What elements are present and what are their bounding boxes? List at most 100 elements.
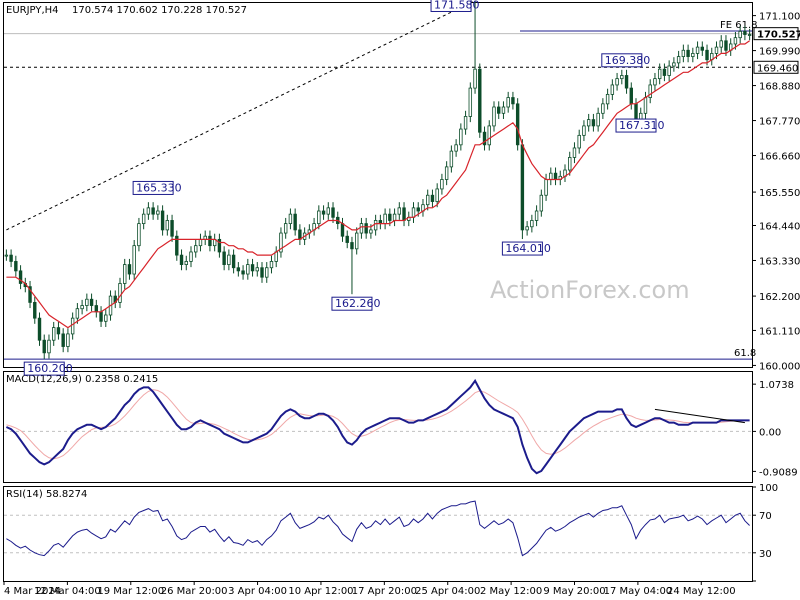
candle-body: [700, 46, 704, 51]
candle-body: [497, 106, 501, 114]
price-y-tick-label: 165.550: [759, 188, 800, 199]
candle-body: [85, 298, 89, 306]
candle-body: [4, 254, 9, 257]
candle-body: [160, 210, 165, 231]
candle-body: [525, 226, 529, 231]
candle-body: [738, 30, 742, 39]
candle-body: [601, 103, 605, 114]
price-y-tick-label: 171.100: [759, 12, 800, 23]
candle-body: [75, 308, 80, 319]
candle-body: [18, 270, 23, 284]
candle-body: [582, 125, 586, 136]
candle-body: [132, 245, 136, 275]
candle-body: [568, 157, 572, 171]
price-label: 171.580: [434, 0, 480, 11]
candle-body: [274, 251, 278, 262]
candle-body: [705, 49, 709, 61]
candle-body: [596, 112, 600, 127]
candle-body: [260, 267, 264, 278]
candle-body: [104, 314, 108, 322]
candle-body: [222, 251, 226, 265]
price-label: 169.380: [605, 54, 651, 67]
candle-body: [539, 194, 544, 212]
candle-body: [340, 223, 345, 237]
candle-body: [643, 97, 648, 114]
macd-line: [5, 378, 750, 475]
candle-body: [440, 179, 444, 190]
trendline: [6, 0, 476, 231]
price-y-tick-label: 160.000: [759, 361, 800, 372]
candle-body: [667, 65, 671, 76]
ohlc-readout: 170.574 170.602 170.228 170.527: [72, 5, 247, 16]
candle-body: [662, 68, 667, 76]
candle-body: [231, 254, 236, 269]
price-label-box: [501, 241, 543, 256]
price-label-box: [132, 180, 174, 195]
candle-body: [511, 97, 515, 105]
candle-body: [724, 40, 728, 51]
candle-body: [246, 264, 250, 275]
candle-body: [359, 223, 364, 234]
candle-body: [66, 333, 70, 347]
price-y-tick-label: 167.770: [759, 117, 800, 128]
rsi-panel: 100 70 30: [4, 483, 778, 582]
candle-body: [553, 172, 558, 180]
candle-body: [430, 194, 435, 202]
candle-body: [293, 213, 297, 231]
price-y-tick-label: 168.880: [759, 82, 800, 93]
candle-body: [364, 223, 368, 234]
candle-body: [478, 68, 482, 133]
candle-body: [89, 298, 94, 306]
candle-body: [411, 207, 416, 218]
candle-body: [165, 220, 170, 231]
candle-body: [146, 207, 151, 215]
candle-body: [170, 220, 174, 237]
price-y-tick-label: 161.110: [759, 326, 800, 337]
macd-divergence-line: [654, 408, 745, 424]
candle-body: [695, 46, 700, 54]
x-tick-label: 3 Apr 04:00: [228, 586, 287, 597]
macd-y-tick-label: 1.0738: [759, 380, 794, 391]
reference-line-label: 169.460: [757, 63, 798, 74]
x-tick-label: 9 May 20:00: [543, 586, 605, 597]
watermark: ActionForex.com: [490, 276, 690, 304]
candle-body: [672, 62, 676, 67]
rsi-y-tick-label: 70: [759, 511, 772, 522]
candle-body: [449, 150, 454, 168]
fib-lower-label: 61.8: [734, 348, 756, 359]
candle-body: [208, 235, 212, 247]
candle-body: [463, 116, 468, 130]
candle-body: [288, 213, 293, 225]
candle-body: [99, 311, 103, 322]
candle-body: [70, 317, 75, 335]
macd-panel-frame: [3, 371, 753, 483]
candle-body: [610, 84, 615, 95]
price-y-tick-label: 162.200: [759, 292, 800, 303]
candle-body: [454, 144, 458, 152]
candle-body: [605, 93, 610, 105]
x-tick-label: 2 May 12:00: [480, 586, 542, 597]
candle-body: [151, 207, 155, 215]
candle-body: [331, 207, 335, 218]
candle-body: [265, 267, 269, 278]
x-tick-label: 24 May 12:00: [667, 586, 736, 597]
candle-body: [28, 286, 32, 303]
candle-body: [577, 134, 581, 149]
x-tick-label: 17 May 04:00: [604, 586, 673, 597]
price-label-box: [331, 296, 373, 311]
candle-body: [179, 254, 184, 265]
candle-body: [47, 339, 51, 354]
candle-body: [620, 75, 624, 80]
x-tick-label: 19 Mar 12:00: [97, 586, 164, 597]
candle-body: [80, 305, 84, 310]
rsi-title: RSI(14) 58.8274: [6, 489, 87, 500]
candle-body: [52, 327, 56, 341]
rsi-y-tick-label: 100: [759, 483, 778, 494]
candle-body: [137, 223, 141, 247]
candle-body: [236, 267, 241, 272]
candle-body: [42, 339, 46, 354]
candle-body: [56, 327, 61, 335]
candle-body: [241, 270, 245, 275]
